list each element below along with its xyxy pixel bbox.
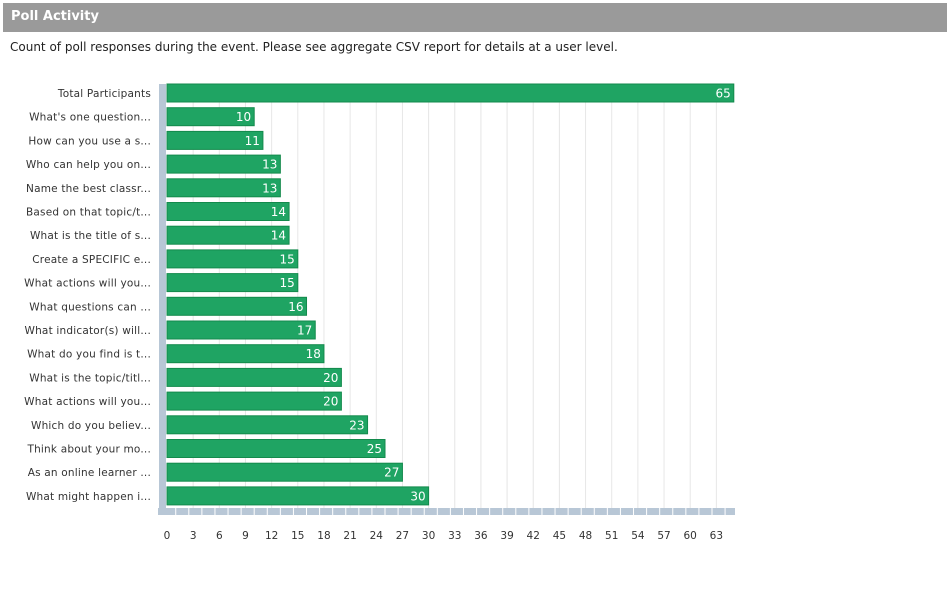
- panel-header: Poll Activity: [3, 3, 947, 32]
- bar-value-label: 15: [280, 252, 295, 266]
- category-label: Who can help you on...: [26, 159, 151, 171]
- bar[interactable]: [166, 83, 735, 103]
- category-label: Think about your mo...: [26, 444, 151, 456]
- x-tick-label: 39: [500, 530, 513, 542]
- bar-value-label: 17: [297, 324, 312, 338]
- x-axis: [158, 508, 735, 515]
- category-label: Name the best classr...: [26, 183, 151, 195]
- bar[interactable]: [166, 273, 299, 293]
- bar-value-label: 30: [410, 489, 425, 503]
- panel-description: Count of poll responses during the event…: [10, 40, 618, 54]
- x-tick-label: 51: [605, 530, 618, 542]
- bar[interactable]: [166, 202, 290, 221]
- bar-value-label: 18: [306, 347, 321, 361]
- x-tick-label: 42: [527, 530, 540, 542]
- panel-title: Poll Activity: [11, 9, 99, 24]
- bar[interactable]: [166, 249, 299, 269]
- bar-value-label: 23: [349, 418, 364, 432]
- category-label: Create a SPECIFIC e...: [32, 254, 151, 266]
- bar-value-label: 10: [236, 110, 251, 124]
- bar-value-label: 14: [271, 229, 286, 243]
- bar-value-label: 14: [271, 205, 286, 219]
- category-label: What actions will you...: [24, 396, 151, 408]
- category-label: As an online learner ...: [28, 467, 151, 479]
- x-tick-label: 36: [474, 530, 488, 542]
- bar-value-label: 20: [323, 395, 338, 409]
- x-tick-label: 60: [684, 530, 697, 542]
- bar[interactable]: [166, 130, 264, 150]
- x-tick-label: 21: [343, 530, 356, 542]
- category-label: What do you find is t...: [27, 349, 151, 361]
- category-labels: Total Participants What's one question...…: [24, 88, 151, 503]
- x-tick-label: 6: [216, 530, 223, 542]
- bar-value-label: 15: [280, 276, 295, 290]
- category-label: What actions will you...: [24, 278, 151, 290]
- bar[interactable]: [166, 344, 325, 364]
- x-tick-label: 3: [190, 530, 197, 542]
- x-tick-label: 45: [553, 530, 566, 542]
- bar[interactable]: [166, 439, 386, 458]
- x-tick-label: 0: [164, 530, 171, 542]
- bar-value-label: 20: [323, 371, 338, 385]
- category-label: What indicator(s) will...: [25, 325, 152, 337]
- x-tick-label: 15: [291, 530, 304, 542]
- bar[interactable]: [166, 486, 430, 506]
- category-label: Based on that topic/t...: [26, 207, 151, 219]
- x-tick-label: 24: [370, 530, 384, 542]
- bar[interactable]: [166, 415, 369, 435]
- x-tick-label: 54: [631, 530, 645, 542]
- category-label: How can you use a s...: [28, 135, 151, 147]
- bar[interactable]: [166, 391, 342, 411]
- x-tick-label: 27: [396, 530, 409, 542]
- chart-axes: [158, 84, 735, 515]
- x-tick-label: 48: [579, 530, 592, 542]
- bar[interactable]: [166, 296, 308, 316]
- category-label: What might happen i...: [26, 491, 151, 503]
- category-label: What questions can ...: [29, 301, 151, 313]
- x-tick-label: 33: [448, 530, 461, 542]
- bar-value-label: 27: [384, 466, 399, 480]
- bar-value-label: 25: [367, 442, 382, 456]
- bar-value-label: 13: [262, 181, 277, 195]
- bar[interactable]: [166, 154, 281, 174]
- category-label: Total Participants: [57, 88, 151, 100]
- bar[interactable]: [166, 225, 290, 245]
- bar[interactable]: [166, 107, 255, 127]
- x-tick-label: 12: [265, 530, 278, 542]
- category-label: What is the topic/titl...: [29, 372, 151, 384]
- bar[interactable]: [166, 462, 403, 482]
- bar-value-label: 16: [288, 300, 303, 314]
- category-label: What is the title of s...: [30, 230, 151, 242]
- x-tick-label: 9: [242, 530, 249, 542]
- bar-value-label: 11: [245, 134, 260, 148]
- bar-value-label: 65: [716, 87, 731, 101]
- bar-value-label: 13: [262, 158, 277, 172]
- x-tick-label: 57: [657, 530, 670, 542]
- bar[interactable]: [166, 320, 316, 340]
- grid-lines: [192, 84, 717, 508]
- x-tick-label: 63: [710, 530, 723, 542]
- x-tick-labels: 0 3 6 9 12 15 18 21 24 27 30 33 36 39 42 45 48 51 54 57 60 63: [164, 530, 723, 542]
- bar[interactable]: [166, 178, 281, 198]
- category-label: What's one question...: [29, 112, 151, 124]
- x-tick-label: 30: [422, 530, 435, 542]
- bar[interactable]: [166, 367, 342, 387]
- y-axis: [159, 84, 166, 508]
- x-tick-label: 18: [317, 530, 330, 542]
- category-label: Which do you believ...: [31, 420, 151, 432]
